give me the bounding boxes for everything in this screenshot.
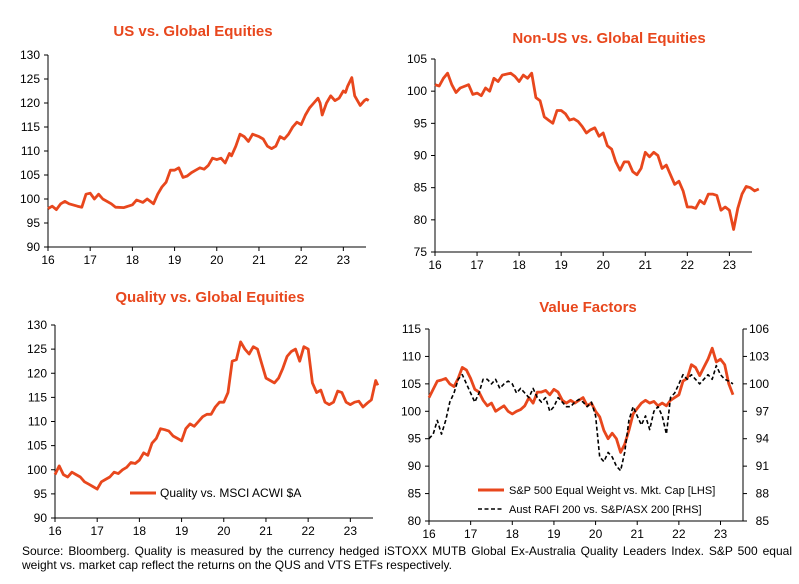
x-tick-label: 18	[512, 258, 526, 272]
y-tick-label: 85	[414, 181, 428, 195]
series-line	[53, 340, 380, 491]
y-right-tick-label: 88	[756, 487, 770, 501]
x-tick-label: 20	[217, 524, 231, 538]
source-note: Source: Bloomberg. Quality is measured b…	[22, 544, 792, 572]
legend-label: Aust RAFI 200 vs. S&P/ASX 200 [RHS]	[509, 504, 702, 516]
series-line	[427, 346, 735, 454]
x-tick-label: 17	[84, 253, 98, 267]
y-tick-label: 115	[402, 322, 421, 336]
x-tick-label: 20	[210, 253, 224, 267]
series-line	[428, 364, 734, 472]
y-tick-label: 115	[28, 390, 47, 404]
x-tick-label: 21	[631, 527, 645, 541]
y-right-tick-label: 106	[749, 322, 769, 336]
y-tick-label: 125	[27, 342, 47, 356]
y-tick-label: 80	[408, 514, 422, 528]
x-tick-label: 21	[259, 524, 273, 538]
x-tick-label: 17	[464, 527, 478, 541]
y-tick-label: 75	[414, 245, 428, 259]
y-tick-label: 100	[407, 84, 427, 98]
x-tick-label: 19	[554, 258, 568, 272]
y-tick-label: 90	[34, 511, 48, 525]
x-tick-label: 18	[126, 253, 140, 267]
series-line	[434, 71, 760, 231]
x-tick-label: 18	[506, 527, 520, 541]
y-tick-label: 95	[34, 487, 48, 501]
y-tick-label: 100	[27, 463, 47, 477]
y-tick-label: 125	[20, 72, 40, 86]
legend-label: Quality vs. MSCI ACWI $A	[160, 486, 301, 500]
x-tick-label: 19	[175, 524, 189, 538]
y-tick-label: 85	[408, 487, 422, 501]
x-tick-label: 22	[294, 253, 308, 267]
x-tick-label: 21	[252, 253, 266, 267]
x-tick-label: 20	[597, 258, 611, 272]
chart-title: Quality vs. Global Equities	[115, 289, 304, 306]
y-tick-label: 120	[27, 366, 47, 380]
x-tick-label: 16	[48, 524, 62, 538]
y-tick-label: 90	[414, 149, 428, 163]
y-tick-label: 120	[20, 96, 40, 110]
x-tick-label: 21	[639, 258, 653, 272]
y-tick-label: 115	[21, 120, 40, 134]
x-tick-label: 16	[41, 253, 55, 267]
y-tick-label: 90	[408, 459, 422, 473]
y-tick-label: 100	[20, 192, 40, 206]
x-tick-label: 23	[344, 524, 358, 538]
x-tick-label: 17	[91, 524, 105, 538]
x-tick-label: 16	[428, 258, 442, 272]
y-tick-label: 100	[401, 404, 421, 418]
y-tick-label: 95	[27, 216, 41, 230]
x-tick-label: 19	[168, 253, 182, 267]
x-tick-label: 23	[714, 527, 728, 541]
chart-title: Non-US vs. Global Equities	[512, 30, 705, 47]
y-tick-label: 130	[20, 48, 40, 62]
x-tick-label: 19	[547, 527, 561, 541]
x-tick-label: 18	[133, 524, 147, 538]
legend-box	[472, 477, 740, 517]
x-tick-label: 22	[681, 258, 695, 272]
chart-title: Value Factors	[539, 299, 637, 316]
y-tick-label: 95	[414, 116, 428, 130]
y-tick-label: 110	[28, 415, 47, 429]
y-tick-label: 110	[402, 349, 421, 363]
x-tick-label: 22	[672, 527, 686, 541]
y-right-tick-label: 85	[756, 514, 770, 528]
y-tick-label: 95	[408, 432, 422, 446]
chart-title: US vs. Global Equities	[113, 23, 272, 40]
x-tick-label: 23	[337, 253, 351, 267]
x-tick-label: 20	[589, 527, 603, 541]
y-tick-label: 130	[27, 318, 47, 332]
y-tick-label: 105	[401, 377, 421, 391]
x-tick-label: 16	[422, 527, 436, 541]
series-line	[47, 76, 370, 212]
x-tick-label: 22	[301, 524, 315, 538]
x-tick-label: 17	[470, 258, 484, 272]
y-tick-label: 105	[27, 439, 47, 453]
y-tick-label: 90	[27, 240, 41, 254]
y-right-tick-label: 103	[749, 349, 769, 363]
y-tick-label: 105	[407, 52, 427, 66]
y-right-tick-label: 100	[749, 377, 769, 391]
legend-label: S&P 500 Equal Weight vs. Mkt. Cap [LHS]	[509, 485, 715, 497]
y-right-tick-label: 91	[756, 459, 770, 473]
y-tick-label: 105	[20, 168, 40, 182]
y-right-tick-label: 94	[756, 432, 770, 446]
y-tick-label: 110	[21, 144, 40, 158]
x-tick-label: 23	[723, 258, 737, 272]
y-tick-label: 80	[414, 213, 428, 227]
y-right-tick-label: 97	[756, 404, 770, 418]
